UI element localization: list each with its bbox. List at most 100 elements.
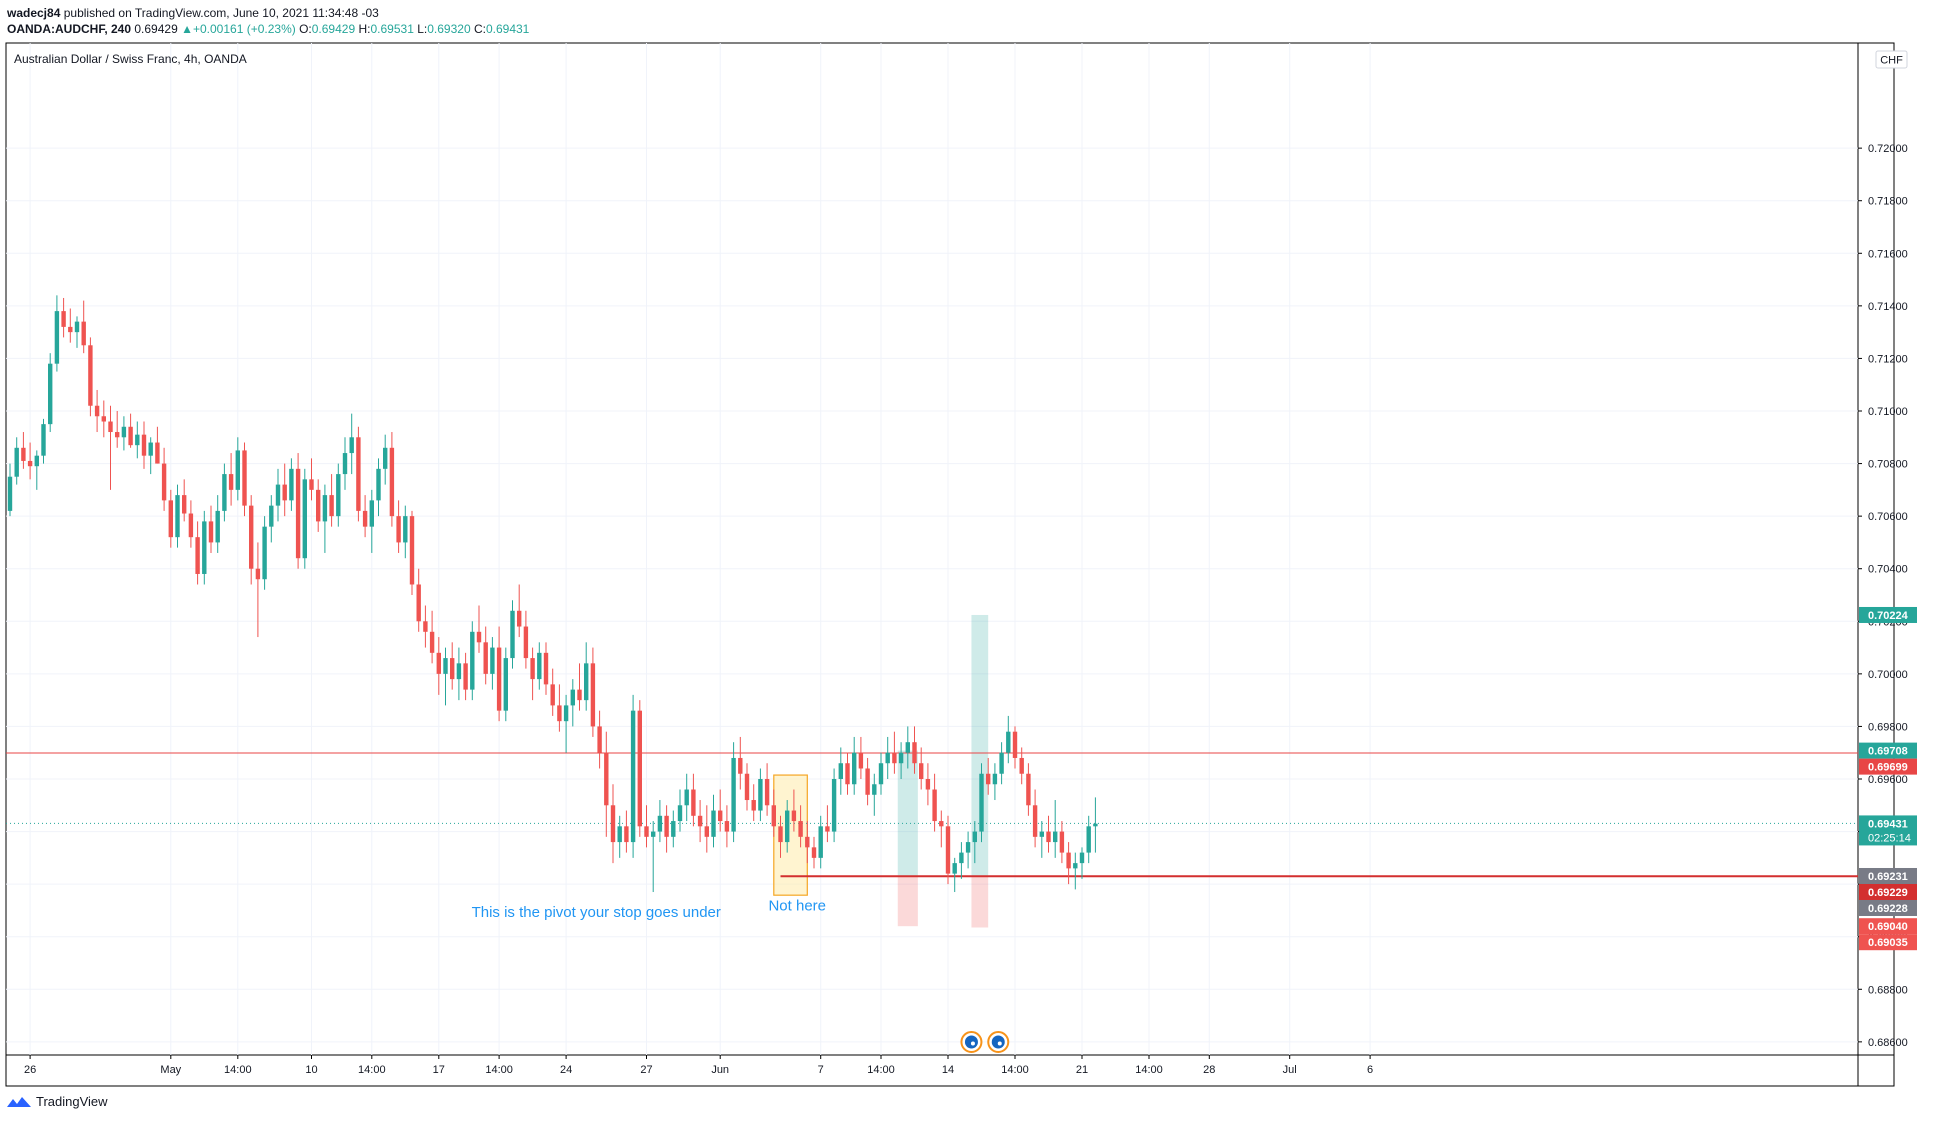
candle-body	[148, 442, 153, 456]
candle-body	[490, 647, 495, 674]
candle-body	[785, 810, 790, 843]
candle-body	[443, 658, 448, 674]
candle-body	[222, 474, 227, 511]
x-tick-label: 14:00	[224, 1064, 252, 1076]
candle-body	[597, 726, 602, 753]
candle-body	[865, 768, 870, 795]
x-tick-label: 14:00	[485, 1064, 513, 1076]
candle-body	[215, 510, 220, 543]
event-flag-icon-inner	[991, 1035, 1005, 1049]
publisher-name: wadecj84	[7, 6, 61, 20]
candle-body	[1012, 731, 1018, 758]
candle-body	[208, 521, 214, 543]
candle-body	[718, 810, 723, 822]
candle-body	[563, 705, 569, 722]
footer-brand[interactable]: TradingView	[6, 1094, 108, 1109]
published-text: published on TradingView.com, June 10, 2…	[63, 6, 379, 20]
x-tick-label: 10	[305, 1064, 317, 1076]
candle-body	[818, 826, 823, 858]
x-tick-label: 14:00	[1001, 1064, 1029, 1076]
event-flag-icon-star	[997, 1041, 1002, 1046]
price-label-box	[1859, 606, 1917, 623]
price-label-box	[1859, 758, 1917, 775]
x-tick-label: 14:00	[358, 1064, 386, 1076]
candle-body	[228, 474, 234, 490]
candle-body	[476, 631, 482, 643]
candle-body	[309, 479, 314, 490]
position-tools	[897, 614, 989, 928]
candle-body	[1073, 863, 1078, 869]
candle-body	[1046, 831, 1051, 843]
candle-body	[932, 789, 937, 822]
time-axis[interactable]: 26 May 14:00 10 14:00 17 14:00 24 27 Jun 7 14:00 14 1…	[24, 1055, 1373, 1076]
candle-body	[550, 684, 555, 706]
candle-body	[543, 652, 549, 685]
last-price-text: 0.69431	[1868, 818, 1908, 830]
high-label: H:	[358, 22, 371, 36]
candle-body	[262, 526, 267, 580]
candle-body	[744, 773, 750, 801]
y-tick-label: 0.71400	[1868, 301, 1908, 313]
candle-body	[758, 779, 763, 811]
candle-body	[48, 363, 53, 425]
candle-body	[704, 826, 709, 837]
y-tick-label: 0.69800	[1868, 721, 1908, 733]
candle-body	[121, 426, 127, 438]
candle-body	[456, 663, 462, 680]
candle-body	[892, 752, 897, 764]
candle-body	[610, 805, 616, 843]
candle-body	[41, 424, 46, 456]
candle-body	[356, 437, 361, 511]
candle-body	[21, 447, 26, 461]
candle-body	[155, 442, 160, 464]
candle-body	[811, 847, 817, 858]
candle-body	[349, 437, 354, 454]
candle-body	[249, 505, 254, 569]
candle-body	[416, 584, 421, 622]
price-label-box	[1859, 867, 1917, 884]
y-tick-label: 0.71800	[1868, 196, 1908, 208]
candle-body	[664, 815, 669, 837]
candle-body	[604, 752, 609, 806]
candle-body	[1086, 826, 1091, 853]
candle-body	[255, 568, 261, 580]
candle-body	[517, 610, 522, 627]
price-label-box	[1859, 742, 1917, 759]
event-flag-icon-star	[970, 1041, 975, 1046]
candle-body	[751, 800, 756, 811]
candle-body	[383, 447, 388, 469]
y-tick-label: 0.70600	[1868, 511, 1908, 523]
candle-body	[972, 831, 977, 843]
price-label-box	[1859, 918, 1917, 935]
x-tick-label: 24	[560, 1064, 572, 1076]
candle-body	[697, 815, 703, 827]
candle-body	[617, 826, 622, 843]
candle-body	[1026, 773, 1031, 806]
candle-body	[362, 510, 368, 527]
candle-body	[644, 826, 649, 837]
annotation-label: This is the pivot your stop goes under	[472, 904, 721, 921]
y-tick-label: 0.71000	[1868, 406, 1908, 418]
candle-body	[925, 779, 931, 790]
candle-body	[450, 658, 455, 680]
candle-body	[396, 516, 401, 543]
candle-body	[88, 345, 93, 406]
candle-body	[979, 773, 984, 832]
candle-body	[403, 516, 408, 543]
candle-body	[999, 752, 1004, 774]
candle-body	[1006, 731, 1011, 753]
candle-body	[1059, 831, 1065, 853]
candle-body	[135, 434, 140, 446]
candle-body	[584, 663, 589, 701]
candle-body	[369, 500, 374, 527]
profit-zone	[971, 614, 989, 877]
candle-body	[771, 805, 776, 827]
x-tick-label: 14	[942, 1064, 954, 1076]
price-labels: 0.70224 0.69708 0.69699 0.69231 0.69229 0.692…	[1859, 606, 1917, 951]
candle-body	[992, 773, 998, 785]
candle-body	[959, 852, 964, 864]
y-tick-label: 0.68800	[1868, 984, 1908, 996]
event-icons[interactable]	[960, 1031, 1010, 1053]
footer-brand-label: TradingView	[36, 1094, 108, 1109]
